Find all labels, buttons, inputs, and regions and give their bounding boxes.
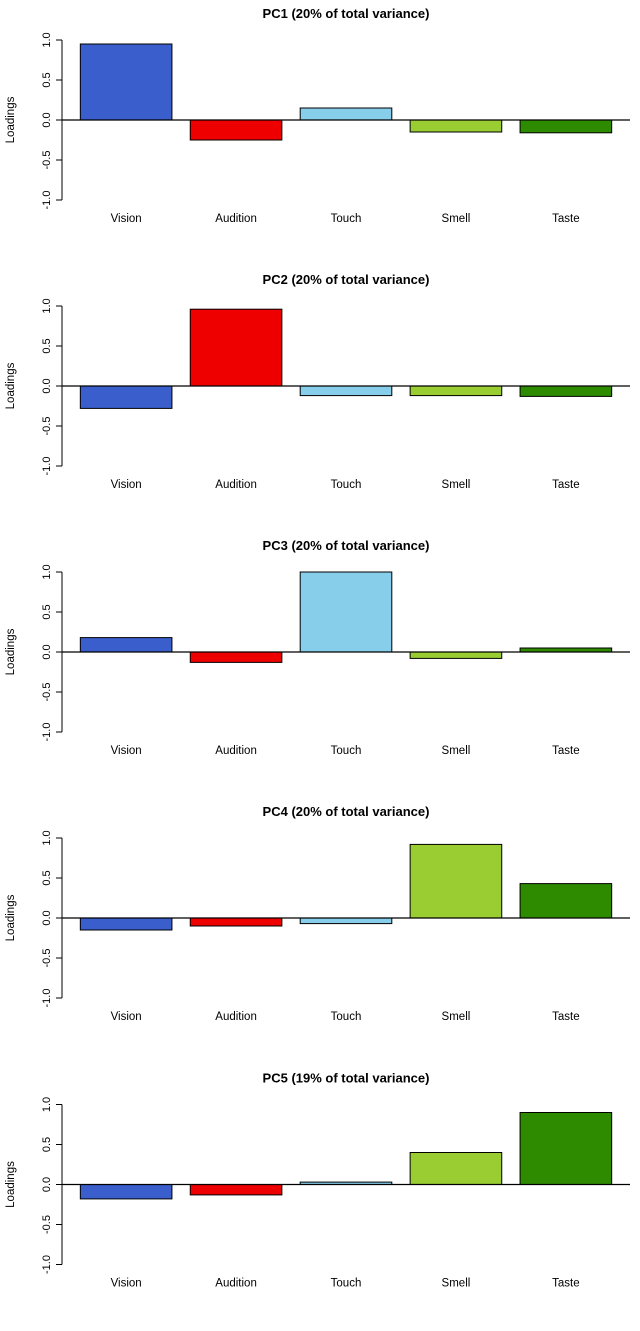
y-tick-label: 1.0 — [41, 564, 53, 579]
y-tick-label: -0.5 — [41, 1215, 53, 1234]
category-label: Taste — [552, 1011, 580, 1023]
chart-title: PC3 (20% of total variance) — [263, 538, 430, 553]
bar-taste — [519, 1112, 613, 1185]
y-tick-label: 0.0 — [41, 378, 53, 393]
category-label: Audition — [215, 213, 257, 225]
bar-touch — [299, 917, 393, 925]
category-label: Smell — [442, 745, 471, 757]
y-tick-label: 0.0 — [41, 112, 53, 127]
bar-smell — [409, 119, 503, 133]
bar-taste — [519, 883, 613, 919]
y-axis-title: Loadings — [5, 628, 17, 675]
y-axis-title: Loadings — [5, 1161, 17, 1208]
bar-audition — [189, 917, 283, 927]
y-tick-label: 0.5 — [41, 338, 53, 353]
bar-taste — [519, 385, 613, 397]
category-label: Audition — [215, 1278, 257, 1290]
y-axis-title: Loadings — [5, 362, 17, 409]
y-tick-label: 0.5 — [41, 1137, 53, 1152]
bar-audition — [189, 119, 283, 141]
category-label: Smell — [442, 479, 471, 491]
y-tick-label: -0.5 — [41, 417, 53, 436]
category-label: Touch — [331, 1011, 362, 1023]
bar-audition — [189, 651, 283, 663]
chart-panel-pc2: PC2 (20% of total variance) -1.0 -0.5 0.0 0.… — [5, 272, 630, 491]
bar-touch — [299, 385, 393, 397]
category-label: Vision — [111, 1278, 142, 1290]
bar-touch — [299, 107, 393, 121]
y-tick-label: -0.5 — [41, 151, 53, 170]
y-tick-label: 1.0 — [41, 32, 53, 47]
bar-taste — [519, 119, 613, 134]
y-tick-label: 0.5 — [41, 604, 53, 619]
y-tick-label: 0.0 — [41, 1177, 53, 1192]
chart-title: PC1 (20% of total variance) — [263, 6, 430, 21]
chart-panel-pc3: PC3 (20% of total variance) -1.0 -0.5 0.0 0.… — [5, 538, 630, 757]
y-tick-label: -1.0 — [41, 1255, 53, 1274]
y-tick-label: -1.0 — [41, 191, 53, 210]
y-tick-label: 1.0 — [41, 298, 53, 313]
y-tick-label: 0.0 — [41, 644, 53, 659]
category-label: Smell — [442, 1011, 471, 1023]
category-label: Vision — [111, 745, 142, 757]
category-label: Touch — [331, 745, 362, 757]
category-label: Taste — [552, 1278, 580, 1290]
category-label: Vision — [111, 479, 142, 491]
category-label: Smell — [442, 213, 471, 225]
y-axis-title: Loadings — [5, 96, 17, 143]
category-label: Taste — [552, 213, 580, 225]
category-label: Audition — [215, 479, 257, 491]
y-tick-label: -0.5 — [41, 949, 53, 968]
bar-audition — [189, 1184, 283, 1196]
bar-vision — [79, 385, 173, 409]
y-tick-label: -1.0 — [41, 989, 53, 1008]
category-label: Touch — [331, 1278, 362, 1290]
category-label: Vision — [111, 1011, 142, 1023]
bar-smell — [409, 651, 503, 659]
bar-smell — [409, 843, 503, 919]
bar-smell — [409, 1152, 503, 1185]
category-label: Audition — [215, 1011, 257, 1023]
chart-title: PC2 (20% of total variance) — [263, 272, 430, 287]
bar-vision — [79, 43, 173, 121]
y-tick-label: 0.0 — [41, 910, 53, 925]
chart-title: PC5 (19% of total variance) — [263, 1071, 430, 1086]
chart-panel-pc5: PC5 (19% of total variance) -1.0 -0.5 0.0 0.… — [5, 1071, 630, 1290]
y-tick-label: 0.5 — [41, 72, 53, 87]
bar-smell — [409, 385, 503, 397]
bar-touch — [299, 571, 393, 653]
category-label: Vision — [111, 213, 142, 225]
chart-title: PC4 (20% of total variance) — [263, 804, 430, 819]
category-label: Audition — [215, 745, 257, 757]
y-tick-label: -1.0 — [41, 723, 53, 742]
y-axis-title: Loadings — [5, 894, 17, 941]
bar-vision — [79, 917, 173, 931]
bar-vision — [79, 637, 173, 653]
chart-panel-pc1: PC1 (20% of total variance) -1.0 -0.5 0.0 0.… — [5, 6, 630, 225]
y-tick-label: -1.0 — [41, 457, 53, 476]
y-tick-label: 0.5 — [41, 870, 53, 885]
bar-audition — [189, 308, 283, 387]
category-label: Taste — [552, 745, 580, 757]
bar-vision — [79, 1184, 173, 1200]
category-label: Touch — [331, 479, 362, 491]
y-tick-label: 1.0 — [41, 830, 53, 845]
y-tick-label: 1.0 — [41, 1097, 53, 1112]
chart-panel-pc4: PC4 (20% of total variance) -1.0 -0.5 0.0 0.… — [5, 804, 630, 1023]
category-label: Smell — [442, 1278, 471, 1290]
category-label: Taste — [552, 479, 580, 491]
category-label: Touch — [331, 213, 362, 225]
y-tick-label: -0.5 — [41, 683, 53, 702]
